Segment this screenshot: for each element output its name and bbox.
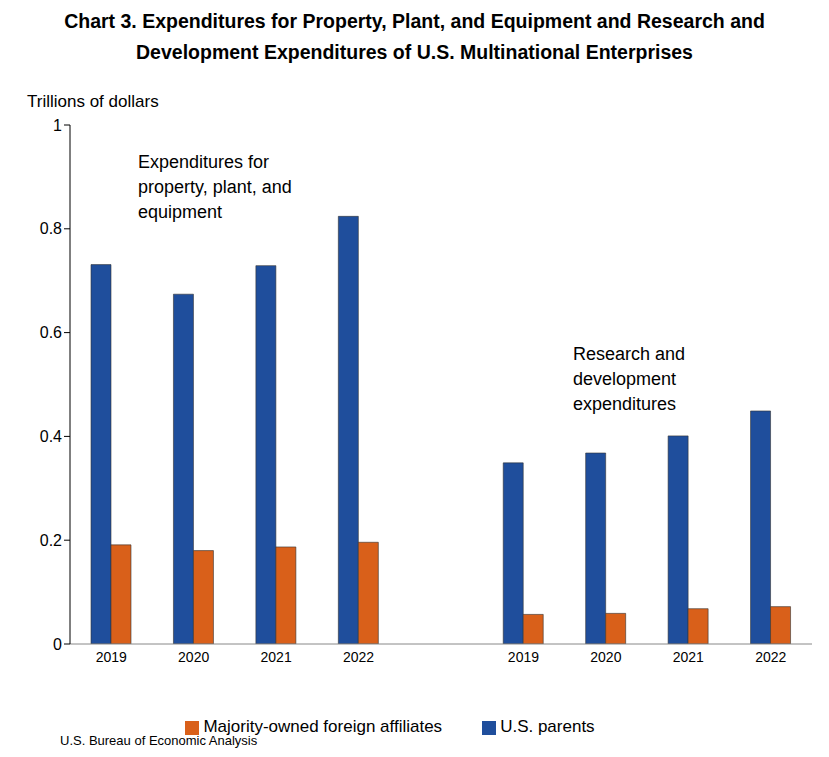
- html-text:Majority-owned foreign affilia: Majority-owned foreign affiliates: [203, 717, 443, 736]
- svg-text:2021: 2021: [673, 649, 704, 665]
- svg-text:2019: 2019: [508, 649, 539, 665]
- svg-text:2021: 2021: [261, 649, 292, 665]
- svg-text:0.4: 0.4: [40, 428, 62, 445]
- html-text:Trillions of dollars: Trillions of dollars: [27, 92, 159, 111]
- svg-text:2020: 2020: [590, 649, 621, 665]
- svg-text:2022: 2022: [343, 649, 374, 665]
- svg-text:2022: 2022: [755, 649, 786, 665]
- html-text:U.S. parents: U.S. parents: [500, 717, 595, 736]
- html-text:Expenditures for property, pla: Expenditures for property, plant, and eq…: [138, 152, 292, 222]
- svg-text:0.8: 0.8: [40, 220, 62, 237]
- svg-text:0: 0: [53, 636, 62, 653]
- html-text:U.S. Bureau of Economic Analys: U.S. Bureau of Economic Analysis: [60, 733, 258, 748]
- html-text:Research and development expen: Research and development expenditures: [573, 344, 686, 414]
- svg-text:2020: 2020: [178, 649, 209, 665]
- svg-text:0.6: 0.6: [40, 324, 62, 341]
- html-text:Chart 3. Expenditures for Prop: Chart 3. Expenditures for Property, Plan…: [64, 10, 765, 63]
- svg-text:1: 1: [53, 117, 62, 134]
- svg-text:0.2: 0.2: [40, 532, 62, 549]
- svg-text:2019: 2019: [96, 649, 127, 665]
